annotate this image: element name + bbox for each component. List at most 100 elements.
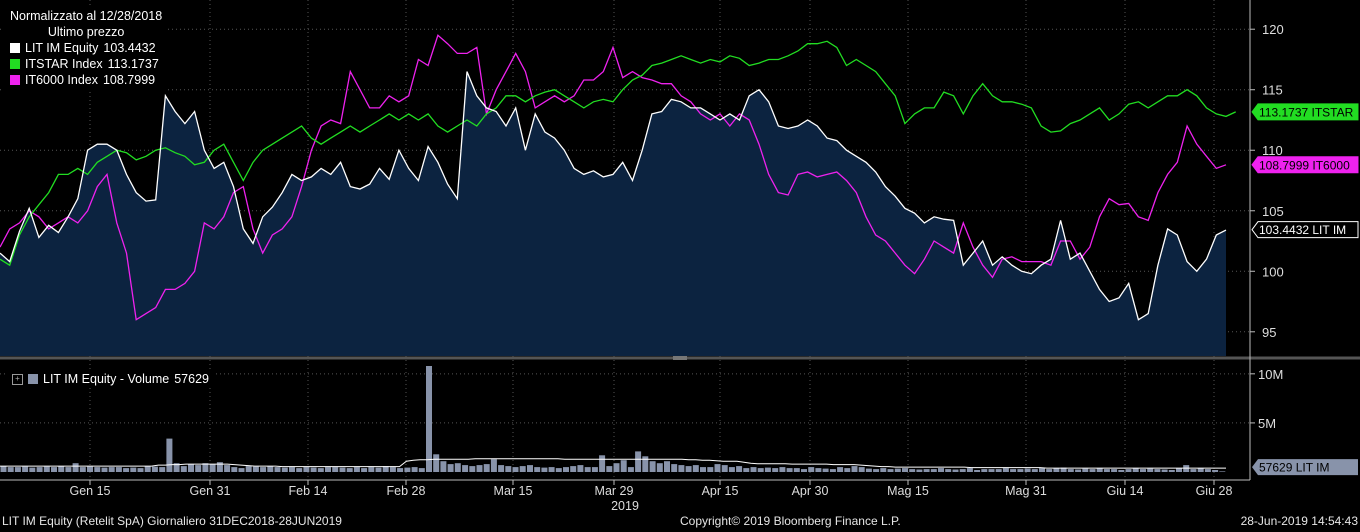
volume-bar (700, 467, 706, 472)
x-tick-label: Mar 15 (494, 484, 533, 498)
volume-bar (454, 463, 461, 472)
panel-resize-handle (673, 355, 687, 360)
volume-bar (743, 468, 750, 472)
x-tick-label: Feb 28 (387, 484, 426, 498)
volume-bar (649, 461, 656, 472)
footer-copyright: Copyright© 2019 Bloomberg Finance L.P. (680, 514, 901, 528)
volume-bar (671, 464, 678, 472)
volume-bar (772, 468, 779, 472)
volume-bar (94, 467, 101, 472)
volume-bar (209, 464, 216, 472)
price-tick-label: 115 (1262, 83, 1283, 98)
price-tick-label: 110 (1262, 143, 1283, 158)
volume-bar (1176, 468, 1182, 472)
last-value-tag-shape (1251, 221, 1359, 239)
volume-bar (1002, 468, 1009, 472)
volume-bar (902, 468, 908, 472)
volume-bar (865, 468, 872, 472)
volume-bar (404, 467, 411, 472)
volume-bar (1096, 468, 1103, 472)
volume-bar (339, 467, 346, 472)
volume-bar (382, 466, 389, 472)
volume-bar (1219, 471, 1226, 472)
x-tick-label: Feb 14 (289, 484, 328, 498)
volume-bar (159, 467, 166, 472)
volume-bar (79, 467, 86, 472)
legend-item-it6000: IT6000 Index 108.7999 (10, 72, 162, 88)
volume-bar (447, 464, 454, 472)
volume-bar (1089, 469, 1096, 472)
volume-bar (58, 466, 65, 472)
volume-bar (1010, 469, 1017, 472)
volume-bar (923, 469, 930, 472)
volume-bar (1161, 469, 1168, 472)
volume-bar (728, 467, 735, 472)
volume-bar (130, 467, 137, 472)
volume-bar (216, 462, 223, 472)
volume-bar (29, 467, 36, 472)
volume-bar (115, 467, 122, 472)
volume-bar (945, 469, 952, 472)
volume-bar (476, 465, 483, 472)
volume-bar (1024, 468, 1031, 472)
volume-bar (599, 455, 606, 472)
volume-bar (974, 470, 981, 472)
footer-security: LIT IM Equity (Retelit SpA) Giornaliero … (2, 514, 342, 528)
x-year-label: 2019 (611, 499, 639, 513)
volume-bar (238, 468, 245, 472)
volume-bar (635, 451, 642, 472)
expand-icon[interactable]: + (12, 373, 23, 385)
volume-bar (757, 468, 764, 472)
volume-bar (483, 464, 490, 472)
volume-bar (1031, 469, 1038, 472)
volume-bar (1168, 470, 1175, 472)
volume-bar (173, 463, 180, 472)
volume-bar (101, 467, 108, 472)
volume-bar (303, 467, 310, 472)
volume-bar (887, 469, 894, 472)
volume-bar (202, 463, 209, 472)
x-tick-label: Mar 29 (595, 484, 634, 498)
price-tick-label: 95 (1262, 325, 1276, 340)
volume-bar (317, 468, 324, 472)
series-line-lit (0, 71, 1227, 321)
volume-bar (1067, 469, 1074, 472)
x-tick-label: Mag 31 (1005, 484, 1047, 498)
volume-bar (462, 465, 469, 472)
x-tick-label: Apr 30 (792, 484, 829, 498)
volume-bar (36, 467, 43, 472)
volume-bar (245, 466, 252, 472)
volume-bar (858, 467, 865, 472)
volume-bar (108, 467, 115, 472)
volume-bar (1118, 470, 1125, 472)
volume-bar (274, 467, 281, 472)
volume-bar (894, 468, 901, 472)
volume-bar (180, 466, 187, 472)
legend-item-lit: LIT IM Equity 103.4432 (10, 40, 162, 56)
legend-swatch-lit (10, 43, 20, 53)
footer-timestamp: 28-Jun-2019 14:54:43 (1240, 514, 1358, 528)
volume-bar (123, 468, 130, 472)
volume-bar (353, 467, 360, 472)
price-tick-label: 105 (1262, 204, 1284, 219)
volume-bar (267, 466, 274, 472)
volume-bar (570, 466, 577, 472)
last-value-tag: 108.7999 IT6000 (1251, 156, 1359, 174)
volume-bar (418, 468, 425, 472)
volume-bar (22, 466, 29, 472)
volume-bar (1017, 469, 1024, 472)
volume-bar (995, 469, 1002, 472)
volume-bar (375, 467, 382, 472)
volume-bar (764, 467, 771, 472)
volume-bar (793, 468, 800, 472)
volume-bar (692, 465, 699, 472)
volume-tick-label: 5M (1258, 416, 1276, 431)
volume-bar (988, 469, 995, 472)
last-value-tag-text: 113.1737 ITSTAR (1259, 105, 1354, 119)
price-tick-label: 100 (1262, 264, 1284, 279)
volume-bar (1147, 468, 1154, 472)
x-tick-label: Giu 28 (1196, 484, 1233, 498)
legend-value-it6000: 108.7999 (102, 73, 156, 87)
volume-bar (1103, 469, 1110, 472)
x-tick-label: Giu 14 (1107, 484, 1144, 498)
